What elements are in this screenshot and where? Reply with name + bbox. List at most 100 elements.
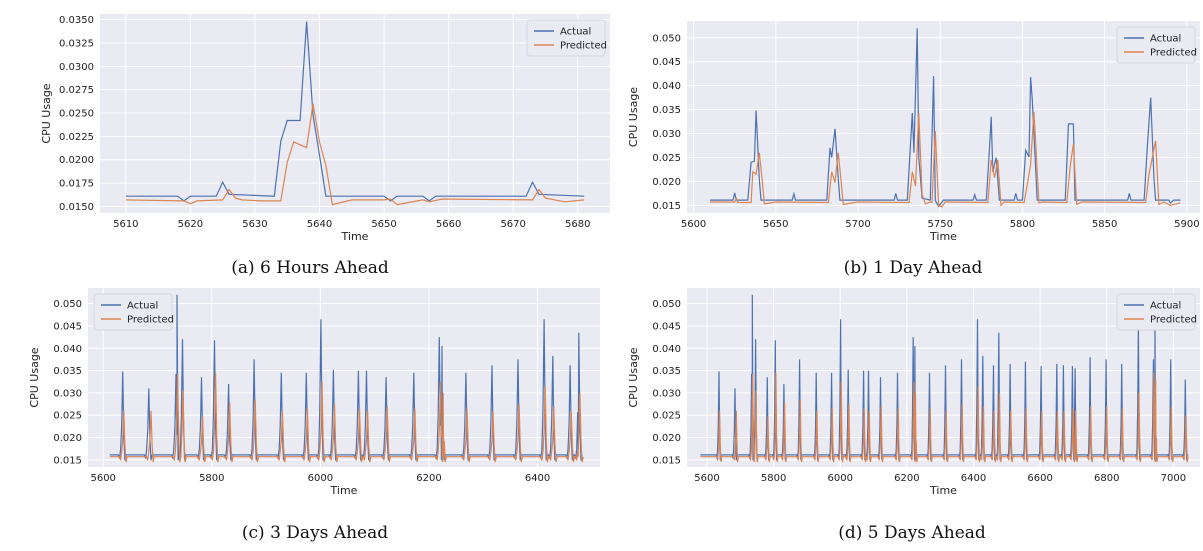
y-tick-label: 0.035	[652, 105, 681, 116]
series-line-actual	[710, 28, 1181, 208]
y-tick-label: 0.0300	[59, 62, 94, 73]
x-tick-label: 6400	[525, 473, 550, 484]
x-axis-label: Time	[929, 484, 957, 497]
legend-label-actual: Actual	[560, 27, 591, 38]
chart-panel-d: 0.015 0.020 0.025 0.030 0.035 0.040 0.045 0.050…	[600, 283, 1203, 551]
x-axis-label: Time	[330, 484, 358, 497]
y-tick-label: 0.030	[652, 129, 681, 140]
series-line-predicted	[125, 103, 585, 206]
legend-label-actual: Actual	[127, 301, 158, 312]
x-tick-label: 6400	[961, 473, 986, 484]
y-tick-label: 0.020	[53, 433, 82, 444]
chart-c: 0.015 0.020 0.025 0.030 0.035 0.040 0.045 0.050…	[28, 288, 600, 497]
y-tick-label: 0.020	[652, 177, 681, 188]
y-tick-label: 0.050	[53, 299, 82, 310]
legend-box	[93, 293, 173, 331]
y-tick-label: 0.030	[652, 388, 681, 399]
caption-a: (a) 6 Hours Ahead	[231, 258, 389, 278]
y-axis-label: CPU Usage	[28, 347, 41, 407]
x-tick-label: 6000	[308, 473, 333, 484]
chart-panel-b: 0.015 0.020 0.025 0.030 0.035 0.040 0.045 0.050…	[600, 0, 1203, 285]
x-tick-label: 5600	[694, 473, 719, 484]
chart-panel-a: 0.0150 0.0175 0.0200 0.0225 0.0250 0.0275 0.03…	[0, 0, 610, 285]
y-tick-label: 0.050	[652, 299, 681, 310]
x-tick-label: 5680	[565, 219, 590, 230]
y-tick-label: 0.040	[652, 344, 681, 355]
y-tick-label: 0.025	[652, 411, 681, 422]
y-tick-label: 0.0250	[59, 109, 94, 120]
legend-label-predicted: Predicted	[1150, 315, 1197, 326]
y-tick-label: 0.0350	[59, 15, 94, 26]
legend-box	[1116, 26, 1196, 64]
y-tick-label: 0.050	[652, 33, 681, 44]
x-tick-label: 6200	[894, 473, 919, 484]
x-axis-label: Time	[341, 230, 369, 243]
x-tick-label: 5800	[761, 473, 786, 484]
legend: Actual Predicted	[526, 19, 607, 57]
y-tick-label: 0.015	[652, 201, 681, 212]
legend: Actual Predicted	[1116, 26, 1197, 64]
y-tick-label: 0.0200	[59, 155, 94, 166]
x-tick-label: 5660	[436, 219, 461, 230]
caption-b: (b) 1 Day Ahead	[843, 258, 983, 278]
chart-a: 0.0150 0.0175 0.0200 0.0225 0.0250 0.0275 0.03…	[40, 14, 610, 243]
y-axis-label: CPU Usage	[627, 87, 640, 147]
caption-c: (c) 3 Days Ahead	[241, 523, 389, 543]
y-tick-label: 0.030	[53, 388, 82, 399]
y-tick-label: 0.015	[652, 455, 681, 466]
chart-d: 0.015 0.020 0.025 0.030 0.035 0.040 0.045 0.050…	[627, 288, 1200, 497]
y-tick-label: 0.025	[652, 153, 681, 164]
x-tick-label: 6600	[1027, 473, 1052, 484]
x-tick-label: 5800	[1010, 219, 1035, 230]
y-tick-label: 0.0150	[59, 202, 94, 213]
x-tick-label: 7000	[1161, 473, 1186, 484]
legend-box	[526, 19, 606, 57]
legend-box	[1116, 293, 1196, 331]
x-tick-label: 5610	[113, 219, 138, 230]
legend-label-actual: Actual	[1150, 34, 1181, 45]
x-axis-label: Time	[929, 230, 957, 243]
legend: Actual Predicted	[1116, 293, 1197, 331]
legend-label-predicted: Predicted	[127, 315, 174, 326]
y-tick-label: 0.0325	[59, 38, 94, 49]
series-line-predicted	[700, 372, 1189, 463]
caption-d: (d) 5 Days Ahead	[838, 523, 986, 543]
legend-label-actual: Actual	[1150, 301, 1181, 312]
x-tick-label: 5700	[845, 219, 870, 230]
y-axis-label: CPU Usage	[40, 83, 53, 143]
chart-b: 0.015 0.020 0.025 0.030 0.035 0.040 0.045 0.050…	[627, 21, 1200, 243]
y-tick-label: 0.045	[652, 57, 681, 68]
x-tick-label: 5650	[371, 219, 396, 230]
y-tick-label: 0.025	[53, 411, 82, 422]
legend: Actual Predicted	[93, 293, 174, 331]
y-tick-label: 0.040	[53, 344, 82, 355]
series-line-predicted	[109, 372, 584, 463]
y-tick-label: 0.020	[652, 433, 681, 444]
y-tick-label: 0.0175	[59, 179, 94, 190]
y-tick-label: 0.045	[652, 321, 681, 332]
y-tick-label: 0.040	[652, 81, 681, 92]
x-tick-label: 5670	[500, 219, 525, 230]
y-tick-label: 0.0225	[59, 132, 94, 143]
x-tick-label: 5800	[199, 473, 224, 484]
x-tick-label: 6800	[1094, 473, 1119, 484]
x-tick-label: 5600	[90, 473, 115, 484]
x-tick-label: 6200	[416, 473, 441, 484]
y-tick-label: 0.045	[53, 321, 82, 332]
y-tick-label: 0.035	[53, 366, 82, 377]
x-tick-label: 5630	[242, 219, 267, 230]
x-tick-label: 5900	[1174, 219, 1199, 230]
x-tick-label: 5600	[681, 219, 706, 230]
series-line-actual	[125, 21, 585, 202]
x-tick-label: 5640	[307, 219, 332, 230]
x-tick-label: 6000	[828, 473, 853, 484]
x-tick-label: 5750	[927, 219, 952, 230]
x-tick-label: 5650	[763, 219, 788, 230]
y-axis-label: CPU Usage	[627, 347, 640, 407]
legend-label-predicted: Predicted	[1150, 48, 1197, 59]
y-tick-label: 0.035	[652, 366, 681, 377]
x-tick-label: 5850	[1092, 219, 1117, 230]
y-tick-label: 0.0275	[59, 85, 94, 96]
legend-label-predicted: Predicted	[560, 41, 607, 52]
y-tick-label: 0.015	[53, 455, 82, 466]
